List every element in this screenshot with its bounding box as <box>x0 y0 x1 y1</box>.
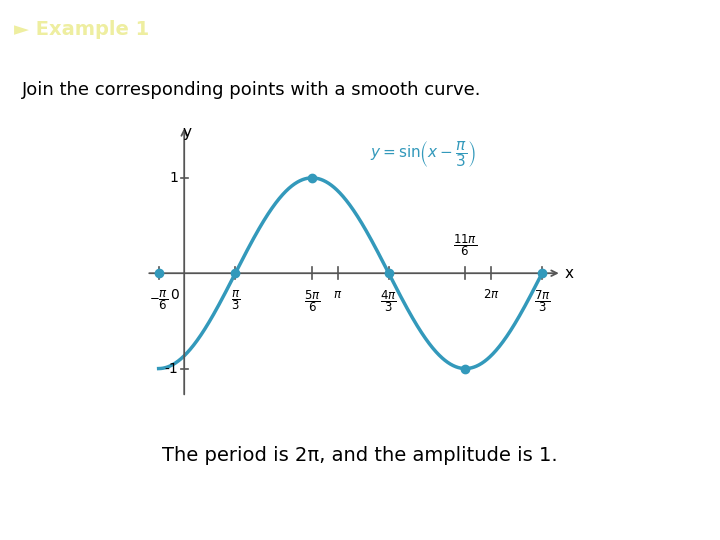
Text: $\dfrac{4\pi}{3}$: $\dfrac{4\pi}{3}$ <box>380 288 397 314</box>
Text: 0: 0 <box>171 287 179 301</box>
Text: PEARSON: PEARSON <box>576 511 678 529</box>
Text: 1: 1 <box>169 171 179 185</box>
Text: $y = \sin\!\left(x - \dfrac{\pi}{3}\right)$: $y = \sin\!\left(x - \dfrac{\pi}{3}\righ… <box>370 139 476 169</box>
Text: $\pi$: $\pi$ <box>333 288 342 301</box>
Text: $\dfrac{7\pi}{3}$: $\dfrac{7\pi}{3}$ <box>534 288 550 314</box>
Text: Join the corresponding points with a smooth curve.: Join the corresponding points with a smo… <box>22 82 481 99</box>
Text: $-\dfrac{\pi}{6}$: $-\dfrac{\pi}{6}$ <box>149 288 168 312</box>
Text: $2\pi$: $2\pi$ <box>482 288 499 301</box>
Text: Copyright © 2017, 2013, 2009 Pearson Education, Inc.: Copyright © 2017, 2013, 2009 Pearson Edu… <box>217 515 503 525</box>
Text: 7: 7 <box>689 512 698 527</box>
Text: ALWAYS LEARNING: ALWAYS LEARNING <box>14 515 117 525</box>
Text: $\dfrac{5\pi}{6}$: $\dfrac{5\pi}{6}$ <box>304 288 320 314</box>
Text: GRAPHING  y = sin (x – d)  (continued): GRAPHING y = sin (x – d) (continued) <box>274 21 661 39</box>
Text: ► Example 1: ► Example 1 <box>14 20 150 39</box>
Text: y: y <box>182 125 191 140</box>
Text: The period is 2π, and the amplitude is 1.: The period is 2π, and the amplitude is 1… <box>162 446 558 465</box>
Text: $\dfrac{11\pi}{6}$: $\dfrac{11\pi}{6}$ <box>454 232 477 258</box>
Text: x: x <box>565 266 574 281</box>
Text: $\dfrac{\pi}{3}$: $\dfrac{\pi}{3}$ <box>230 288 240 312</box>
Text: -1: -1 <box>165 362 179 376</box>
